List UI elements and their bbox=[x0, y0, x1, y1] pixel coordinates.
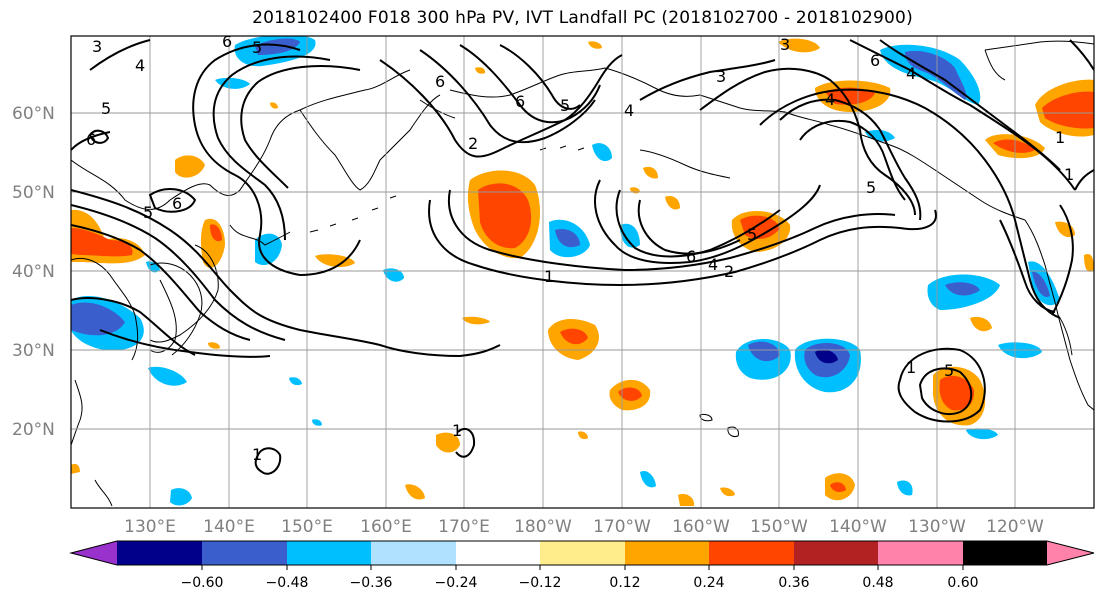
contour-label: 4 bbox=[825, 90, 835, 109]
lon-label: 170°W bbox=[593, 517, 651, 537]
pv-contours bbox=[71, 39, 1094, 475]
contour-label: 1 bbox=[544, 267, 554, 286]
colorbar-tick-label: 0.24 bbox=[693, 575, 724, 591]
colorbar-segment bbox=[625, 541, 709, 565]
anomaly-shading bbox=[71, 36, 1094, 506]
lat-label: 60°N bbox=[12, 104, 55, 124]
contour-label: 3 bbox=[92, 37, 102, 56]
contour-label: 4 bbox=[624, 101, 634, 120]
contour-label: 5 bbox=[143, 203, 153, 222]
contour-label: 6 bbox=[86, 130, 96, 149]
contour-label: 1 bbox=[1064, 165, 1074, 184]
lat-label: 20°N bbox=[12, 420, 55, 440]
contour-label: 6 bbox=[435, 72, 445, 91]
lat-label: 40°N bbox=[12, 262, 55, 282]
contour-label: 4 bbox=[135, 56, 145, 75]
lon-label: 150°E bbox=[281, 517, 333, 537]
contour-label: 6 bbox=[222, 32, 232, 51]
contour-label: 5 bbox=[101, 99, 111, 118]
contour-label: 2 bbox=[724, 262, 734, 281]
colorbar-segment bbox=[117, 541, 202, 565]
lon-label: 140°W bbox=[829, 517, 887, 537]
colorbar-tick-label: −0.24 bbox=[435, 575, 478, 591]
contour-label: 1 bbox=[452, 421, 462, 440]
lon-label: 150°W bbox=[750, 517, 808, 537]
lon-label: 130°W bbox=[908, 517, 966, 537]
colorbar-segment bbox=[456, 541, 540, 565]
contour-label: 5 bbox=[747, 225, 757, 244]
contour-label: 6 bbox=[686, 247, 696, 266]
lon-axis: 130°E 140°E 150°E 160°E 170°E 180°W 170°… bbox=[124, 517, 1044, 537]
contour-labels: 3 6 5 4 6 5 5 6 6 5 4 2 3 4 1 3 6 4 6 5 … bbox=[86, 32, 1074, 464]
colorbar-segment bbox=[878, 541, 963, 565]
colorbar-tick-label: −0.60 bbox=[181, 575, 224, 591]
contour-label: 4 bbox=[906, 64, 916, 83]
contour-label: 5 bbox=[944, 361, 954, 380]
contour-label: 6 bbox=[870, 51, 880, 70]
colorbar-tick-label: 0.36 bbox=[778, 575, 809, 591]
colorbar-segment bbox=[287, 541, 371, 565]
colorbar-segment bbox=[709, 541, 794, 565]
lon-label: 120°W bbox=[986, 517, 1044, 537]
lon-label: 180°W bbox=[514, 517, 572, 537]
colorbar-tick-label: 0.12 bbox=[609, 575, 640, 591]
plot-frame bbox=[70, 35, 1095, 509]
contour-label: 3 bbox=[716, 67, 726, 86]
contour-label: 5 bbox=[252, 38, 262, 57]
lat-label: 50°N bbox=[12, 183, 55, 203]
lon-label: 140°E bbox=[203, 517, 255, 537]
contour-label: 6 bbox=[172, 194, 182, 213]
lon-label: 130°E bbox=[124, 517, 176, 537]
colorbar-tick-label: 0.60 bbox=[947, 575, 978, 591]
contour-label: 5 bbox=[560, 96, 570, 115]
colorbar-segment bbox=[963, 541, 1047, 565]
contour-label: 6 bbox=[515, 92, 525, 111]
colorbar-segment bbox=[794, 541, 878, 565]
contour-label: 1 bbox=[906, 358, 916, 377]
map-title: 2018102400 F018 300 hPa PV, IVT Landfall… bbox=[252, 8, 913, 28]
colorbar-tick-label: −0.12 bbox=[519, 575, 562, 591]
contour-label: 1 bbox=[252, 445, 262, 464]
contour-label: 4 bbox=[708, 255, 718, 274]
lon-label: 160°W bbox=[672, 517, 730, 537]
colorbar: −0.60 −0.48 −0.36 −0.24 −0.12 0.12 0.24 … bbox=[69, 540, 1095, 591]
colorbar-segment bbox=[540, 541, 625, 565]
colorbar-tick-label: −0.48 bbox=[266, 575, 309, 591]
colorbar-right-arrow bbox=[1047, 541, 1094, 565]
colorbar-tick-label: 0.48 bbox=[862, 575, 893, 591]
lat-label: 30°N bbox=[12, 341, 55, 361]
colorbar-segment bbox=[371, 541, 456, 565]
colorbar-left-arrow bbox=[71, 541, 117, 565]
colorbar-segment bbox=[202, 541, 287, 565]
contour-label: 5 bbox=[866, 178, 876, 197]
lon-label: 170°E bbox=[438, 517, 490, 537]
lat-axis: 60°N 50°N 40°N 30°N 20°N bbox=[12, 104, 55, 440]
contour-label: 1 bbox=[1055, 128, 1065, 147]
lon-label: 160°E bbox=[360, 517, 412, 537]
contour-label: 2 bbox=[468, 134, 478, 153]
colorbar-tick-label: −0.36 bbox=[350, 575, 393, 591]
contour-label: 3 bbox=[780, 35, 790, 54]
